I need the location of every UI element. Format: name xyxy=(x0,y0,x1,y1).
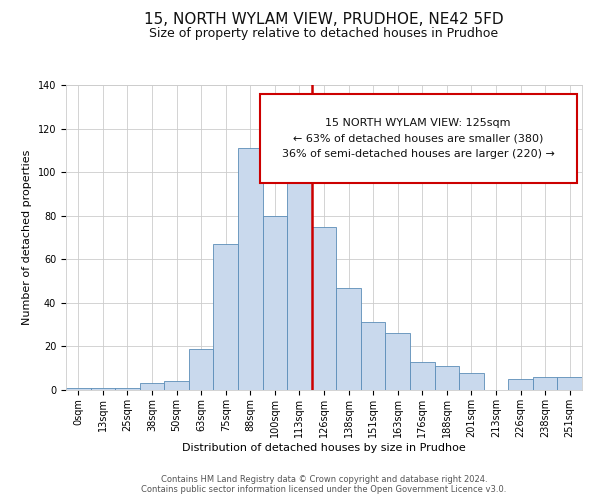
Bar xyxy=(312,226,336,390)
Bar xyxy=(459,372,484,390)
Bar xyxy=(533,377,557,390)
Bar xyxy=(91,388,115,390)
Bar xyxy=(434,366,459,390)
Bar xyxy=(66,388,91,390)
Text: Contains public sector information licensed under the Open Government Licence v3: Contains public sector information licen… xyxy=(142,485,506,494)
Bar xyxy=(189,348,214,390)
Bar xyxy=(287,162,312,390)
Bar xyxy=(508,379,533,390)
Text: 15, NORTH WYLAM VIEW, PRUDHOE, NE42 5FD: 15, NORTH WYLAM VIEW, PRUDHOE, NE42 5FD xyxy=(144,12,504,28)
Bar xyxy=(214,244,238,390)
Bar xyxy=(361,322,385,390)
Bar xyxy=(115,388,140,390)
Y-axis label: Number of detached properties: Number of detached properties xyxy=(22,150,32,325)
Bar xyxy=(336,288,361,390)
Bar xyxy=(140,384,164,390)
Bar xyxy=(557,377,582,390)
FancyBboxPatch shape xyxy=(260,94,577,182)
Bar xyxy=(410,362,434,390)
X-axis label: Distribution of detached houses by size in Prudhoe: Distribution of detached houses by size … xyxy=(182,442,466,452)
Text: Size of property relative to detached houses in Prudhoe: Size of property relative to detached ho… xyxy=(149,28,499,40)
Bar xyxy=(164,382,189,390)
Text: Contains HM Land Registry data © Crown copyright and database right 2024.: Contains HM Land Registry data © Crown c… xyxy=(161,475,487,484)
Bar xyxy=(263,216,287,390)
Text: 15 NORTH WYLAM VIEW: 125sqm
← 63% of detached houses are smaller (380)
36% of se: 15 NORTH WYLAM VIEW: 125sqm ← 63% of det… xyxy=(282,118,554,159)
Bar xyxy=(385,334,410,390)
Bar xyxy=(238,148,263,390)
